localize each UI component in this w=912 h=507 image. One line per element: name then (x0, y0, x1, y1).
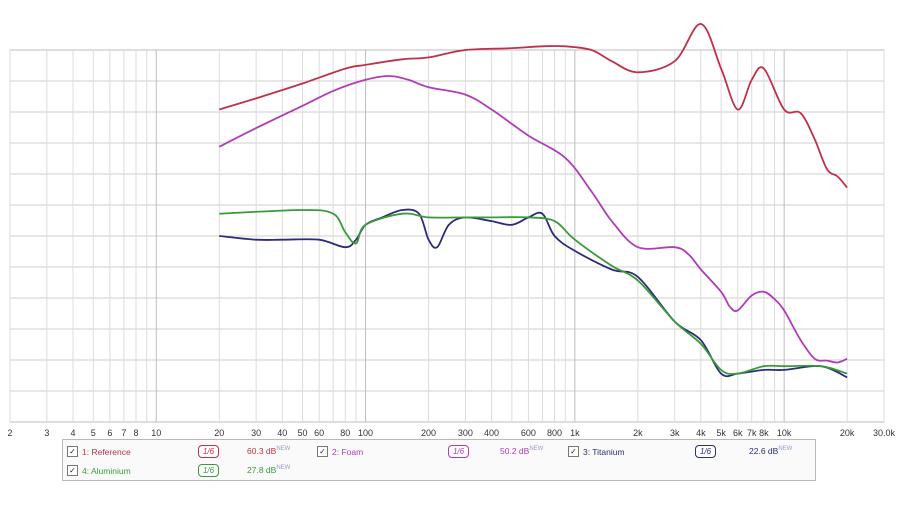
frequency-response-chart: 2 3 4 5 6 7 8 10 20 30 40 50 60 80 100 200 300 400 600 800 1… (7, 23, 896, 438)
x-tick-label: 5k (716, 428, 726, 438)
series-line-reference (219, 23, 848, 189)
series-checkbox[interactable]: ✓ (568, 446, 579, 457)
x-tick-label: 7 (121, 428, 126, 438)
x-tick-label: 20k (840, 428, 855, 438)
legend-entry-reference[interactable]: ✓ 1: Reference (67, 443, 131, 460)
level-readout: 50.2 dBNEW (500, 446, 544, 456)
series-line-aluminium (219, 209, 848, 375)
x-tick-label: 400 (484, 428, 499, 438)
series-lines (218, 23, 848, 379)
legend-row: ✓ 1: Reference 1/6 60.3 dBNEW ✓ 2: Foam … (63, 443, 815, 460)
legend-row: ✓ 4: Aluminium 1/6 27.8 dBNEW (63, 462, 815, 479)
x-tick-label: 6k (733, 428, 743, 438)
legend: ✓ 1: Reference 1/6 60.3 dBNEW ✓ 2: Foam … (62, 439, 816, 481)
level-readout: 27.8 dBNEW (247, 465, 291, 475)
legend-entry-aluminium[interactable]: ✓ 4: Aluminium (67, 462, 131, 479)
series-checkbox[interactable]: ✓ (317, 446, 328, 457)
legend-label: 4: Aluminium (82, 465, 131, 476)
x-tick-label: 1k (570, 428, 580, 438)
legend-entry-titanium[interactable]: ✓ 3: Titanium (568, 443, 625, 460)
series-checkbox[interactable]: ✓ (67, 446, 78, 457)
x-tick-label: 600 (521, 428, 536, 438)
legend-label: 3: Titanium (583, 446, 625, 457)
x-tick-label: 20 (214, 428, 224, 438)
x-tick-label: 40 (277, 428, 287, 438)
series-line-titanium (219, 208, 848, 379)
series-checkbox[interactable]: ✓ (67, 465, 78, 476)
x-tick-label: 6 (107, 428, 112, 438)
x-tick-label: 80 (340, 428, 350, 438)
smoothing-button[interactable]: 1/6 (448, 445, 469, 458)
x-tick-label: 10k (777, 428, 792, 438)
x-tick-label: 30 (251, 428, 261, 438)
x-tick-label: 800 (547, 428, 562, 438)
x-tick-label: 3 (44, 428, 49, 438)
grid-lines (9, 50, 885, 422)
x-tick-label: 10 (151, 428, 161, 438)
x-tick-label: 4 (70, 428, 75, 438)
x-tick-label: 5 (91, 428, 96, 438)
x-tick-label: 7k (747, 428, 757, 438)
level-readout: 60.3 dBNEW (247, 446, 291, 456)
x-tick-label: 8 (133, 428, 138, 438)
smoothing-button[interactable]: 1/6 (198, 445, 219, 458)
legend-label: 1: Reference (82, 446, 131, 457)
x-tick-label: 30.0k (873, 428, 896, 438)
x-tick-label: 300 (458, 428, 473, 438)
x-tick-label: 50 (298, 428, 308, 438)
x-tick-label: 100 (358, 428, 373, 438)
smoothing-button[interactable]: 1/6 (198, 464, 219, 477)
x-tick-label: 2 (7, 428, 12, 438)
series-line-foam (218, 75, 848, 364)
x-tick-label: 3k (670, 428, 680, 438)
legend-entry-foam[interactable]: ✓ 2: Foam (317, 443, 363, 460)
x-tick-label: 4k (696, 428, 706, 438)
level-readout: 22.6 dBNEW (749, 446, 793, 456)
x-tick-label: 200 (421, 428, 436, 438)
smoothing-button[interactable]: 1/6 (695, 445, 716, 458)
x-tick-label: 60 (314, 428, 324, 438)
legend-label: 2: Foam (332, 446, 364, 457)
x-tick-label: 2k (633, 428, 643, 438)
x-tick-label: 8k (759, 428, 769, 438)
x-axis-ticks: 2 3 4 5 6 7 8 10 20 30 40 50 60 80 100 200 300 400 600 800 1… (7, 428, 895, 438)
